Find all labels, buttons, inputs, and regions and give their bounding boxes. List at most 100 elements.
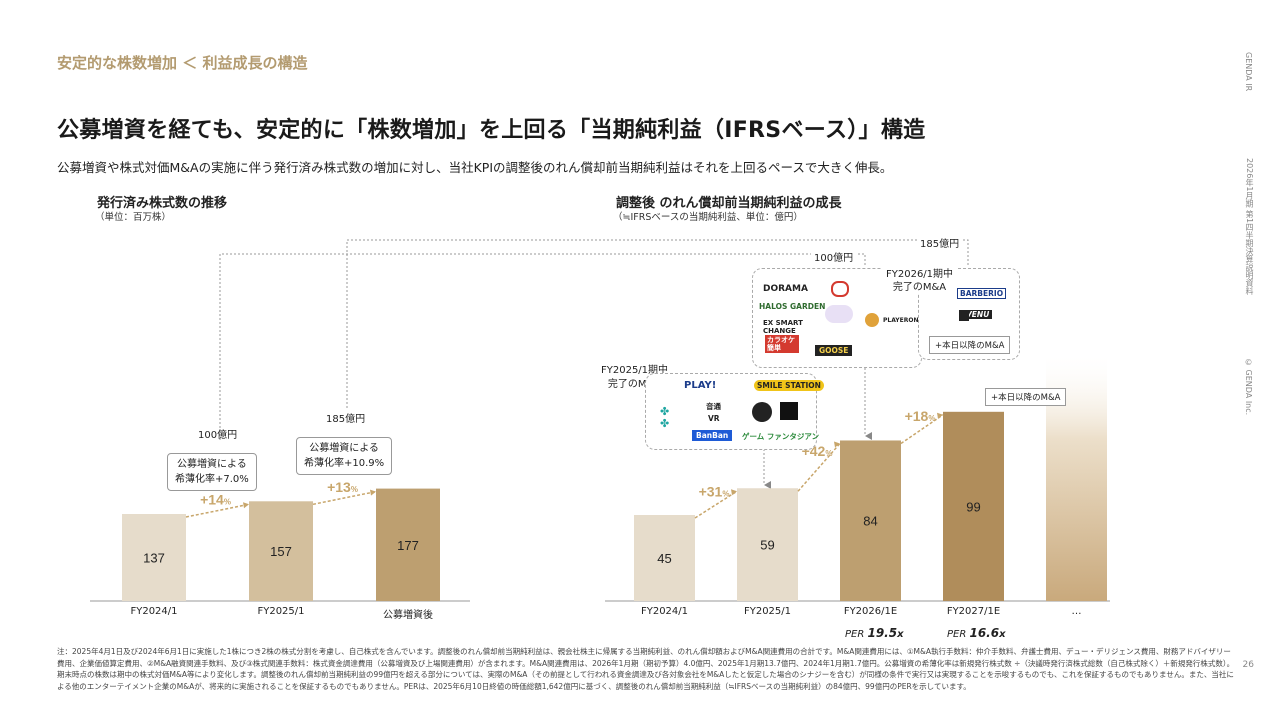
left-chart-title: 発行済み株式数の推移	[97, 196, 228, 211]
x-tick-label: FY2024/1	[640, 606, 689, 617]
x-tick-label: FY2027/1E	[946, 606, 1001, 617]
bar	[634, 515, 695, 601]
ma2025-title-line: FY2025/1期中	[601, 365, 669, 376]
growth-arrow-head	[937, 412, 943, 419]
side-brand: GENDA IR	[1244, 52, 1253, 92]
logo: カラオケ 簡単	[765, 335, 799, 353]
growth-suffix: %	[351, 485, 358, 494]
bar	[376, 488, 440, 601]
growth-suffix: %	[928, 414, 935, 423]
growth-arrow-head	[243, 502, 249, 509]
connector-185	[346, 239, 969, 408]
right-chart-unit: （≒IFRSベースの当期純利益、単位：億円）	[613, 212, 803, 223]
logo: BARBERIO	[957, 288, 1007, 299]
x-tick-label: 公募増資後	[383, 610, 433, 621]
growth-arrow-head	[370, 489, 376, 496]
x-tick-label: …	[1071, 606, 1082, 617]
bar	[249, 501, 313, 601]
callout-dilution-2: 公募増資による 希薄化率+10.9%	[296, 437, 393, 475]
logo: DORAMA	[763, 284, 808, 294]
x-tick-label: FY2026/1E	[843, 606, 898, 617]
per-suffix: x	[897, 629, 904, 640]
logo: PLAY!	[684, 380, 717, 391]
footnote: 注：2025年4月1日及び2024年6月1日に実施した1株につき2株の株式分割を…	[57, 647, 1235, 691]
logo: 音通	[706, 402, 721, 411]
bar-value-label: 177	[397, 538, 419, 553]
callout-line: 公募増資による	[309, 443, 379, 454]
bar-value-label: 137	[143, 551, 165, 566]
x-tick-label: FY2025/1	[257, 606, 305, 617]
logo: EX SMART CHANGE	[763, 319, 803, 335]
bar-value-label: 45	[657, 551, 671, 566]
page-subtitle: 公募増資や株式対価M&Aの実施に伴う発行済み株式数の増加に対し、当社KPIの調整…	[57, 160, 893, 175]
left-chart-unit: （単位：百万株）	[95, 212, 172, 223]
callout-line: 希薄化率+10.9%	[304, 458, 385, 469]
bar	[122, 514, 186, 601]
growth-suffix: %	[722, 490, 729, 499]
growth-label: +14%	[200, 492, 231, 508]
growth-suffix: %	[825, 449, 832, 458]
right-chart-title: 調整後 のれん償却前当期純利益の成長	[616, 196, 842, 211]
tag-future-ma-2027: +本日以降のM&A	[985, 388, 1067, 406]
clover-icon: ✤ ✤	[660, 405, 670, 430]
ma2025-title: FY2025/1期中 完了のM&A	[601, 364, 668, 392]
logo: VENU	[963, 310, 993, 319]
logo: HALOS GARDEN	[759, 302, 826, 311]
growth-arrow	[185, 503, 250, 518]
bar-value-label: 84	[863, 514, 877, 529]
connector-100	[219, 253, 866, 440]
growth-arrow	[694, 490, 738, 519]
colorful-logo-icon	[825, 305, 853, 323]
per-label-fy2027: PER 16.6x	[947, 626, 1006, 640]
callout-dilution-1: 公募増資による 希薄化率+7.0%	[167, 453, 257, 491]
bar	[943, 411, 1004, 601]
bar	[737, 488, 798, 601]
growth-suffix: %	[224, 498, 231, 507]
tag-future-ma-2026: +本日以降のM&A	[929, 336, 1011, 354]
per-prefix: PER	[947, 629, 967, 640]
side-doc-title: 2026年1月期 第1四半期決算説明資料	[1245, 158, 1254, 296]
callout-line: 希薄化率+7.0%	[175, 474, 249, 485]
x-tick-label: FY2024/1	[130, 606, 178, 617]
callout-line: 公募増資による	[177, 459, 247, 470]
character-icon	[752, 402, 772, 422]
ma2026-title: FY2026/1期中 完了のM&A	[882, 268, 958, 294]
page-title: 公募増資を経ても、安定的に「株数増加」を上回る「当期純利益（IFRSベース）」構…	[57, 118, 926, 143]
link-label-100: 100億円	[811, 249, 857, 264]
link-label-185: 185億円	[917, 235, 963, 250]
logo: BanBan	[692, 430, 733, 441]
logo: VR	[708, 414, 720, 423]
callout-amount-185: 185億円	[326, 414, 366, 425]
red-ring-icon	[831, 281, 849, 297]
per-value: 19.5	[867, 626, 898, 640]
per-value: 16.6	[969, 626, 1000, 640]
growth-label: +31%	[699, 484, 730, 500]
square-logo-icon	[780, 402, 798, 420]
logo: GOOSE	[815, 345, 853, 356]
side-copyright: © GENDA Inc.	[1244, 358, 1253, 416]
per-prefix: PER	[845, 629, 865, 640]
growth-arrow	[797, 442, 841, 492]
bar-value-label: 99	[966, 499, 980, 514]
growth-label: +13%	[327, 479, 358, 495]
ma2026-title-line: 完了のM&A	[892, 282, 947, 293]
per-label-fy2026: PER 19.5x	[845, 626, 904, 640]
section-title: 安定的な株数増加 ＜ 利益成長の構造	[57, 54, 308, 72]
bar-value-label: 157	[270, 544, 292, 559]
x-tick-label: FY2025/1	[743, 606, 792, 617]
ma2025-title-line: 完了のM&A	[607, 379, 662, 390]
logo: SMILE STATION	[754, 380, 824, 391]
page-number: 26	[1242, 660, 1254, 670]
growth-label: +18%	[905, 408, 936, 424]
growth-arrow	[312, 490, 377, 506]
ma2025-logo-box: PLAY! SMILE STATION 音通 VR BanBan ゲーム ファン…	[645, 373, 824, 450]
callout-amount-100: 100億円	[198, 430, 238, 441]
lock-icon	[959, 310, 969, 321]
growth-arrow-head	[731, 489, 737, 496]
logo: PLAYERONE	[883, 317, 923, 324]
per-suffix: x	[999, 629, 1006, 640]
bar-value-label: 59	[760, 538, 774, 553]
ma2026-title-line: FY2026/1期中	[886, 269, 954, 280]
growth-arrow	[900, 414, 944, 445]
